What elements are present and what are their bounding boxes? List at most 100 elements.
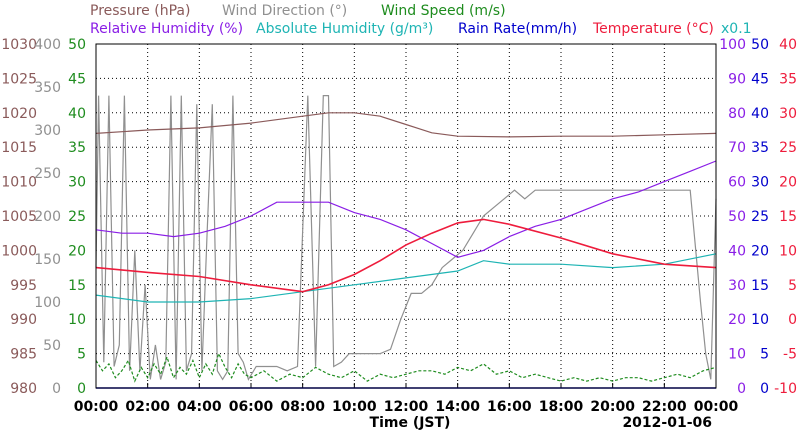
pressure-tick-label: 1000 <box>1 243 37 259</box>
relative-humidity-tick-label: 50 <box>728 209 746 225</box>
temperature-tick-label: 40 <box>779 37 797 53</box>
wind-speed-tick-label: 40 <box>68 106 86 122</box>
relative-humidity-tick-label: 30 <box>728 278 746 294</box>
wind-direction-tick-label: 200 <box>34 209 61 225</box>
pressure-tick-label: 985 <box>10 347 37 363</box>
rain-rate-tick-label: 50 <box>751 37 769 53</box>
relative-humidity-tick-label: 40 <box>728 243 746 259</box>
plot-frame <box>95 43 717 389</box>
legend-rain-rate: Rain Rate(mm/h) <box>458 21 577 37</box>
wind-direction-tick-label: 250 <box>34 166 61 182</box>
temperature-tick-label: -10 <box>774 381 797 397</box>
x-tick-label: 14:00 <box>435 399 480 415</box>
wind-direction-tick-label: 100 <box>34 295 61 311</box>
temperature-tick-label: 20 <box>779 175 797 191</box>
wind-direction-tick-label: 300 <box>34 123 61 139</box>
rain-rate-tick-label: 45 <box>751 71 769 87</box>
pressure-tick-label: 980 <box>10 381 37 397</box>
rain-rate-tick-label: 20 <box>751 243 769 259</box>
rain-rate-tick-label: 35 <box>751 140 769 156</box>
rain-rate-tick-label: 40 <box>751 106 769 122</box>
left-axes: 1030102510201015101010051000995990985980… <box>1 37 86 397</box>
relative-humidity-tick-label: 10 <box>728 347 746 363</box>
x-tick-label: 06:00 <box>229 399 274 415</box>
wind-speed-tick-label: 30 <box>68 175 86 191</box>
pressure-tick-label: 990 <box>10 312 37 328</box>
legend-absolute-humidity: Absolute Humidity (g/m³) <box>256 21 433 37</box>
wind-speed-tick-label: 5 <box>77 347 86 363</box>
legend-temperature: Temperature (°C) <box>592 21 714 37</box>
series-wind-direction <box>95 94 717 381</box>
wind-speed-tick-label: 25 <box>68 209 86 225</box>
temperature-tick-label: 5 <box>788 278 797 294</box>
relative-humidity-tick-label: 20 <box>728 312 746 328</box>
relative-humidity-tick-label: 60 <box>728 175 746 191</box>
relative-humidity-tick-label: 70 <box>728 140 746 156</box>
x-tick-label: 16:00 <box>487 399 532 415</box>
legend-multiplier: x0.1 <box>721 21 752 37</box>
wind-direction-tick-label: 50 <box>43 338 61 354</box>
wind-direction-tick-label: 400 <box>34 37 61 53</box>
rain-rate-tick-label: 30 <box>751 175 769 191</box>
temperature-tick-label: 0 <box>788 312 797 328</box>
wind-speed-tick-label: 10 <box>68 312 86 328</box>
pressure-tick-label: 1005 <box>1 209 37 225</box>
x-tick-label: 00:00 <box>74 399 119 415</box>
wind-speed-tick-label: 15 <box>68 278 86 294</box>
temperature-tick-label: 15 <box>779 209 797 225</box>
wind-direction-tick-label: 0 <box>52 381 61 397</box>
x-axis-label: Time (JST) <box>370 415 451 431</box>
x-tick-label: 12:00 <box>384 399 429 415</box>
x-tick-label: 22:00 <box>642 399 687 415</box>
pressure-tick-label: 1025 <box>1 71 37 87</box>
x-tick-label: 18:00 <box>539 399 584 415</box>
rain-rate-tick-label: 25 <box>751 209 769 225</box>
wind-speed-tick-label: 20 <box>68 243 86 259</box>
legend-wind-direction: Wind Direction (°) <box>222 3 347 19</box>
right-axes: 1009080706050403020100504540353025201510… <box>719 37 797 397</box>
pressure-tick-label: 1030 <box>1 37 37 53</box>
legend-relative-humidity: Relative Humidity (%) <box>90 21 243 37</box>
x-tick-label: 04:00 <box>177 399 222 415</box>
temperature-tick-label: -5 <box>783 347 797 363</box>
relative-humidity-tick-label: 90 <box>728 71 746 87</box>
relative-humidity-tick-label: 80 <box>728 106 746 122</box>
rain-rate-tick-label: 15 <box>751 278 769 294</box>
x-axis-ticks: 00:00 02:00 04:00 06:00 08:00 10:00 12:00 14:00… <box>74 383 739 415</box>
series-temperature-c <box>95 218 717 293</box>
pressure-tick-label: 1020 <box>1 106 37 122</box>
pressure-tick-label: 1015 <box>1 140 37 156</box>
x-tick-label: 10:00 <box>332 399 377 415</box>
x-tick-label: 08:00 <box>280 399 325 415</box>
wind-speed-tick-label: 35 <box>68 140 86 156</box>
pressure-tick-label: 995 <box>10 278 37 294</box>
temperature-tick-label: 30 <box>779 106 797 122</box>
wind-direction-tick-label: 350 <box>34 80 61 96</box>
rain-rate-tick-label: 0 <box>760 381 769 397</box>
series-wind-speed-m-s <box>95 351 717 383</box>
rain-rate-tick-label: 5 <box>760 347 769 363</box>
legend-pressure: Pressure (hPa) <box>90 3 190 19</box>
wind-direction-tick-label: 150 <box>34 252 61 268</box>
temperature-tick-label: 25 <box>779 140 797 156</box>
series-layer <box>95 94 717 389</box>
temperature-tick-label: 35 <box>779 71 797 87</box>
date-label: 2012-01-06 <box>622 415 712 431</box>
grid <box>96 44 716 388</box>
legend-wind-speed: Wind Speed (m/s) <box>381 3 506 19</box>
wind-speed-tick-label: 0 <box>77 381 86 397</box>
pressure-tick-label: 1010 <box>1 175 37 191</box>
series-pressure-hpa <box>95 112 717 138</box>
x-tick-label: 20:00 <box>590 399 635 415</box>
rain-rate-tick-label: 10 <box>751 312 769 328</box>
wind-speed-tick-label: 50 <box>68 37 86 53</box>
wind-speed-tick-label: 45 <box>68 71 86 87</box>
series-absolute-humidity-g-m <box>95 253 717 303</box>
x-tick-label: 00:00 <box>694 399 739 415</box>
x-tick-label: 02:00 <box>125 399 170 415</box>
relative-humidity-tick-label: 100 <box>719 37 746 53</box>
relative-humidity-tick-label: 0 <box>737 381 746 397</box>
